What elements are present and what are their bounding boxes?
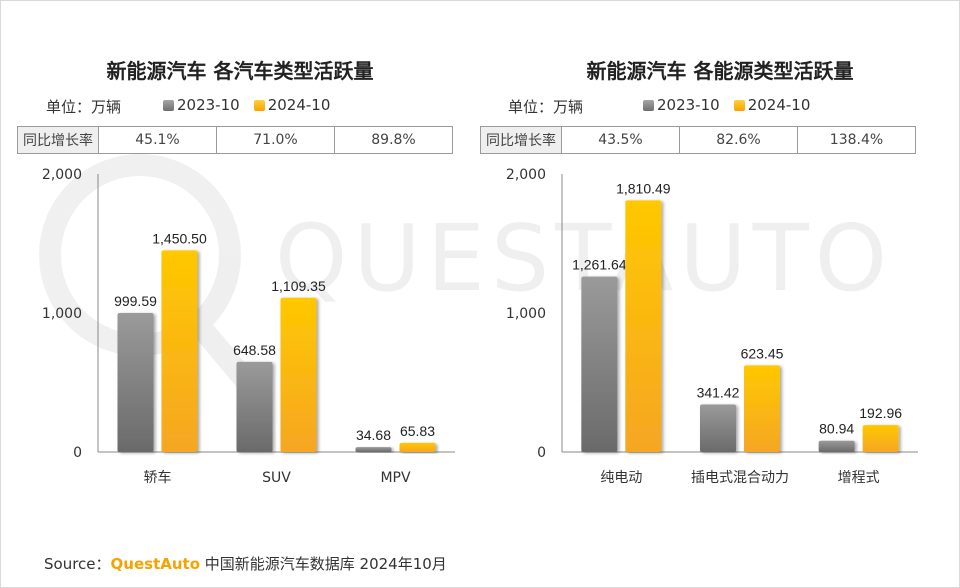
- bar-series-2024: [625, 200, 662, 452]
- y-tick-label: 1,000: [42, 306, 82, 322]
- legend-label: 2023-10: [657, 96, 720, 114]
- bar-series-2023: [355, 447, 392, 452]
- yoy-value: 82.6%: [679, 126, 798, 154]
- legend-swatch-gray: [163, 99, 174, 111]
- data-label: 192.96: [859, 405, 902, 421]
- legend-swatch-yellow: [253, 99, 265, 111]
- y-tick-label: 2,000: [42, 167, 82, 183]
- yoy-table: 同比增长率 45.1% 71.0% 89.8%: [17, 126, 453, 154]
- x-tick-label: 纯电动: [600, 470, 642, 486]
- data-label: 1,450.50: [152, 230, 207, 246]
- x-tick-label: SUV: [262, 470, 291, 486]
- data-label: 80.94: [819, 421, 854, 437]
- bar-series-2024: [161, 250, 198, 452]
- x-tick-label: 增程式: [838, 470, 880, 486]
- data-label: 1,109.35: [271, 278, 326, 294]
- panel-vehicle-type: 新能源汽车 各汽车类型活跃量 单位：万辆 2023-10 2024-10 同比增…: [0, 0, 480, 520]
- data-label: 1,810.49: [616, 180, 671, 196]
- chart-title: 新能源汽车 各能源类型活跃量: [586, 59, 854, 83]
- y-tick-label: 1,000: [506, 306, 546, 322]
- legend: 2023-10 2024-10: [163, 96, 344, 114]
- yoy-value: 43.5%: [561, 126, 680, 154]
- yoy-value: 89.8%: [334, 126, 453, 154]
- yoy-table: 同比增长率 43.5% 82.6% 138.4%: [480, 126, 916, 154]
- legend-swatch-yellow: [733, 99, 745, 111]
- data-label: 34.68: [356, 427, 391, 443]
- yoy-header: 同比增长率: [480, 126, 562, 154]
- source-note: Source：QuestAuto 中国新能源汽车数据库 2024年10月: [44, 553, 447, 574]
- bar-series-2023: [700, 404, 736, 452]
- legend-label: 2024-10: [747, 96, 811, 114]
- legend-swatch-gray: [643, 99, 654, 111]
- yoy-value: 71.0%: [216, 126, 335, 154]
- legend-item-2024: 2024-10: [733, 96, 811, 114]
- data-label: 65.83: [400, 423, 435, 439]
- bar-series-2023: [818, 440, 855, 452]
- legend-label: 2023-10: [177, 96, 240, 114]
- source-prefix: Source：: [44, 555, 111, 573]
- bar-series-2023: [581, 276, 618, 452]
- bar-series-2024: [280, 297, 317, 452]
- data-label: 999.59: [114, 293, 157, 309]
- unit-label: 单位：万辆: [46, 98, 122, 116]
- yoy-value: 138.4%: [797, 126, 916, 154]
- yoy-value: 45.1%: [98, 126, 217, 154]
- y-tick-label: 2,000: [506, 167, 546, 183]
- source-suffix: 中国新能源汽车数据库 2024年10月: [200, 555, 447, 573]
- bar-series-2024: [862, 425, 899, 452]
- bar-series-2024: [399, 442, 436, 452]
- bar-series-2024: [744, 365, 780, 452]
- legend-item-2023: 2023-10: [163, 96, 240, 114]
- data-label: 623.45: [741, 345, 784, 361]
- data-label: 341.42: [697, 385, 740, 401]
- x-tick-label: MPV: [380, 470, 411, 486]
- legend-label: 2024-10: [267, 96, 331, 114]
- source-brand: QuestAuto: [110, 555, 200, 573]
- x-tick-label: 插电式混合动力: [691, 470, 789, 486]
- panel-energy-type: 新能源汽车 各能源类型活跃量 单位：万辆 2023-10 2024-10 同比增…: [480, 0, 960, 520]
- bar-series-2023: [236, 361, 273, 452]
- y-tick-label: 0: [73, 445, 82, 461]
- data-label: 648.58: [233, 342, 276, 358]
- chart-title: 新能源汽车 各汽车类型活跃量: [106, 59, 374, 83]
- bar-chart-energy-type: 0 1,000 2,000 1,261.64 1,810.49 纯电动 341.42 623.…: [506, 167, 918, 486]
- bar-series-2023: [117, 313, 154, 452]
- y-tick-label: 0: [537, 445, 546, 461]
- legend-item-2024: 2024-10: [253, 96, 331, 114]
- legend: 2023-10 2024-10: [643, 96, 824, 114]
- yoy-header: 同比增长率: [17, 126, 99, 154]
- legend-item-2023: 2023-10: [643, 96, 720, 114]
- bar-chart-vehicle-type: 0 1,000 2,000 999.59 1,450.50 轿车 648.58 1,109.3…: [42, 167, 455, 486]
- x-tick-label: 轿车: [144, 469, 172, 486]
- unit-label: 单位：万辆: [508, 98, 584, 116]
- data-label: 1,261.64: [572, 257, 627, 273]
